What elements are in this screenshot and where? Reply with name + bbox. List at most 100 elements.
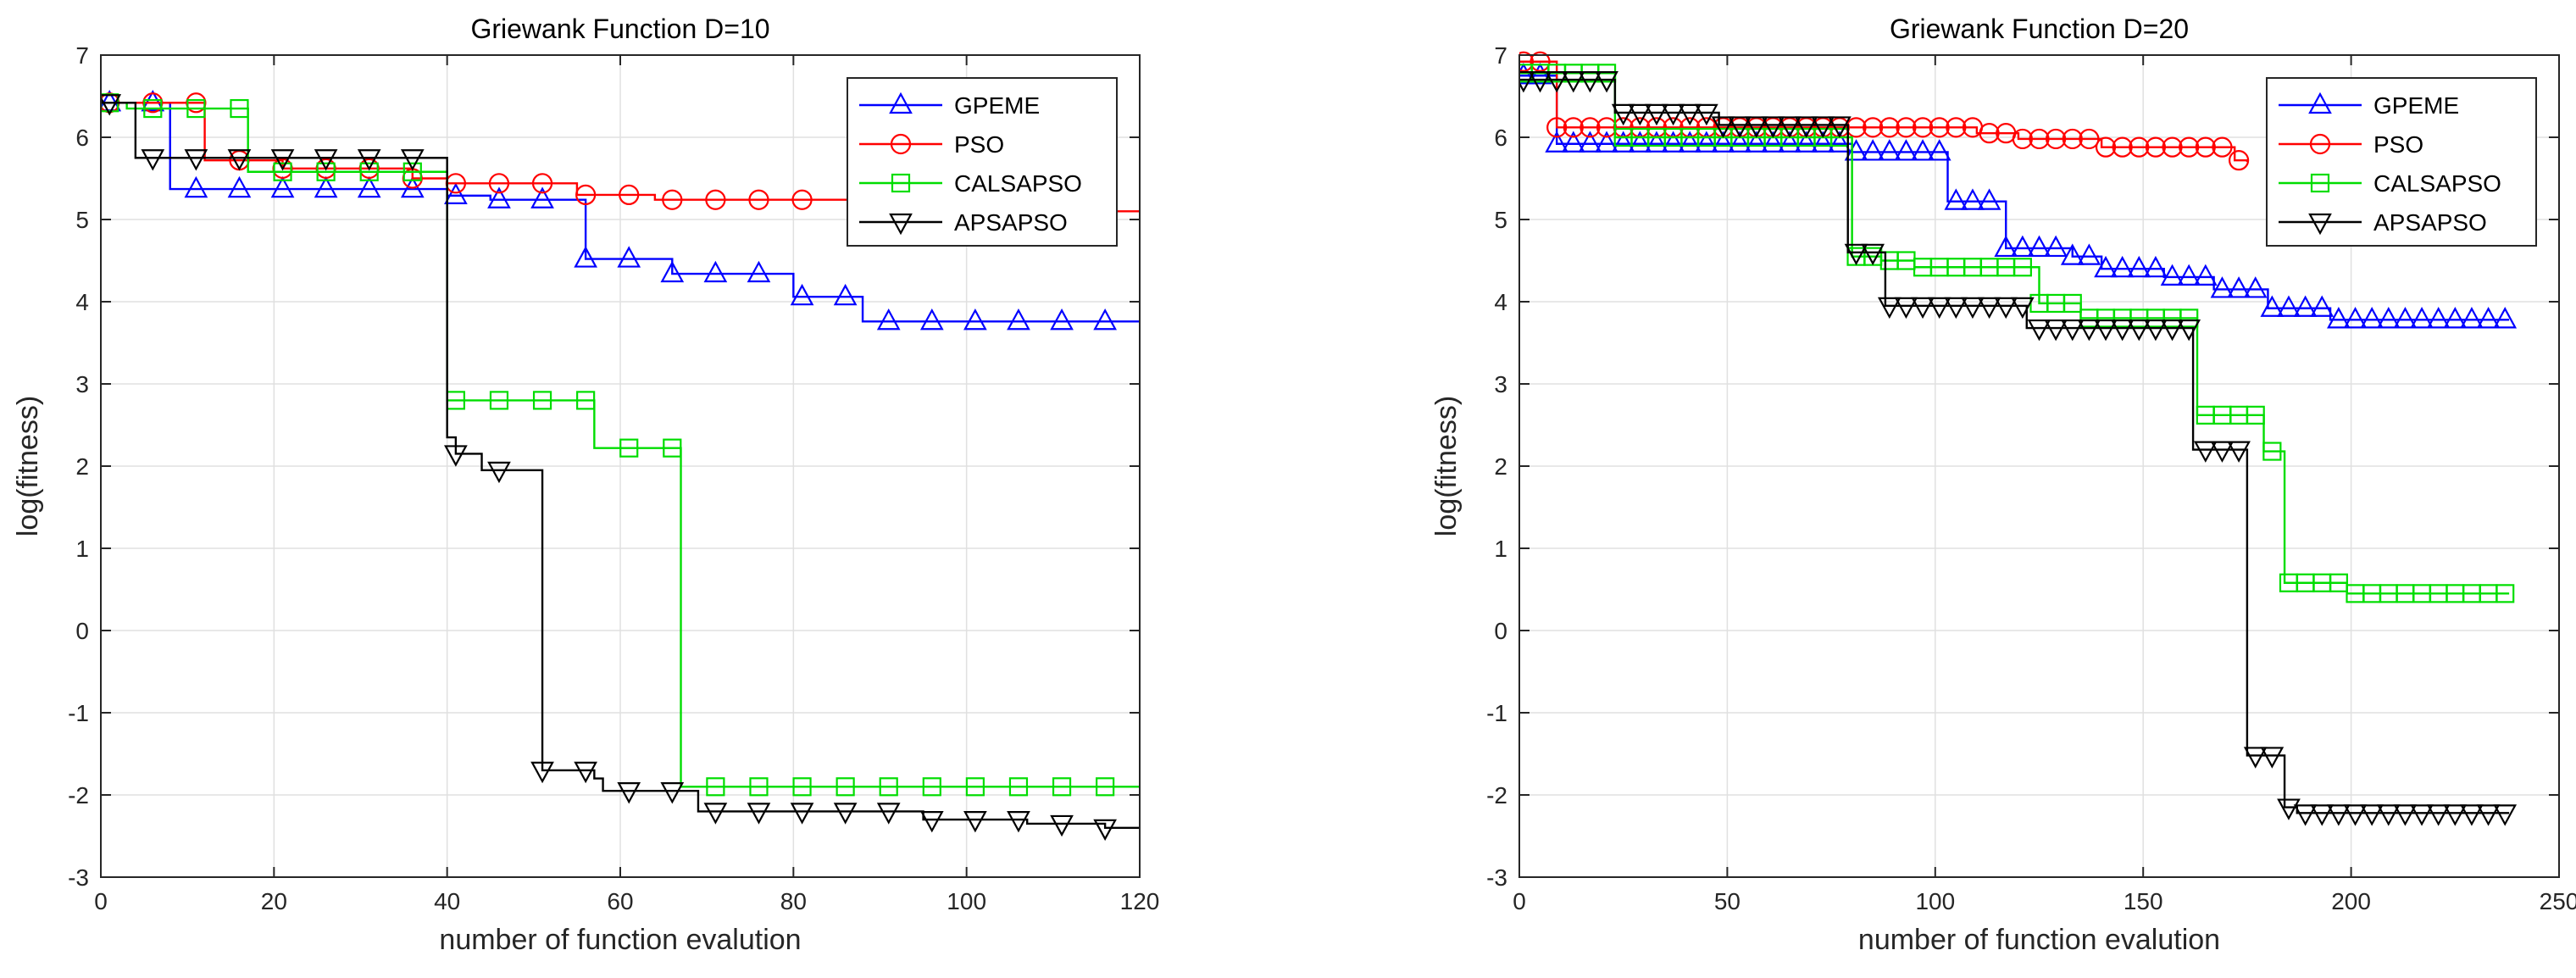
data-point-apsapso bbox=[1828, 116, 1852, 138]
data-point-apsapso bbox=[487, 461, 511, 484]
legend-label: APSAPSO bbox=[954, 209, 1068, 236]
data-point-gpeme bbox=[314, 175, 338, 198]
data-point-pso bbox=[2046, 128, 2067, 150]
data-point-pso bbox=[1563, 117, 1584, 138]
x-tick-label: 100 bbox=[947, 888, 986, 914]
series-line-pso bbox=[1519, 60, 2249, 163]
data-point-apsapso bbox=[2443, 804, 2468, 826]
data-point-gpeme bbox=[2460, 307, 2484, 329]
data-point-calsapso bbox=[2179, 308, 2199, 328]
data-point-calsapso bbox=[792, 777, 812, 797]
data-point-apsapso bbox=[1794, 116, 1818, 138]
data-point-gpeme bbox=[2060, 243, 2085, 265]
data-point-gpeme bbox=[2260, 295, 2285, 317]
y-tick-label: -1 bbox=[1486, 700, 1507, 726]
data-point-calsapso bbox=[922, 777, 941, 797]
y-tick-label: -2 bbox=[68, 782, 89, 809]
data-point-apsapso bbox=[2460, 804, 2484, 826]
data-point-calsapso bbox=[749, 777, 769, 797]
legend-marker bbox=[2308, 92, 2332, 114]
x-tick-label: 150 bbox=[2124, 888, 2163, 914]
data-point-pso bbox=[1879, 117, 1900, 138]
data-point-gpeme bbox=[1828, 131, 1852, 153]
x-tick-label: 20 bbox=[261, 888, 287, 914]
y-tick-label: -1 bbox=[68, 700, 89, 726]
data-point-apsapso bbox=[1519, 70, 1535, 93]
data-point-apsapso bbox=[1093, 819, 1117, 842]
x-tick-label: 50 bbox=[1714, 888, 1740, 914]
y-tick-label: 5 bbox=[1494, 207, 1507, 233]
data-point-gpeme bbox=[1977, 188, 2001, 210]
data-point-pso bbox=[1979, 123, 2000, 144]
data-point-pso bbox=[1519, 51, 1535, 72]
data-point-gpeme bbox=[487, 186, 511, 208]
data-point-gpeme bbox=[919, 308, 944, 331]
data-point-apsapso bbox=[1844, 243, 1868, 266]
y-tick-label: 2 bbox=[75, 453, 89, 480]
data-point-gpeme bbox=[2160, 264, 2185, 286]
legend-item-pso: PSO bbox=[859, 131, 1004, 158]
data-point-gpeme bbox=[2277, 295, 2301, 317]
data-point-gpeme bbox=[1645, 131, 1668, 153]
legend-label: APSAPSO bbox=[2373, 209, 2487, 236]
y-tick-label: 6 bbox=[75, 125, 89, 151]
data-point-pso bbox=[2195, 136, 2216, 158]
data-point-apsapso bbox=[444, 445, 468, 467]
data-point-gpeme bbox=[444, 182, 468, 204]
y-tick-label: 4 bbox=[75, 289, 89, 315]
data-point-gpeme bbox=[2027, 235, 2051, 258]
data-point-apsapso bbox=[270, 149, 295, 171]
data-point-gpeme bbox=[2476, 307, 2501, 329]
x-tick-label: 100 bbox=[1915, 888, 1955, 914]
data-point-calsapso bbox=[576, 391, 596, 410]
data-point-apsapso bbox=[2027, 319, 2051, 342]
data-point-pso bbox=[1546, 117, 1568, 138]
data-point-gpeme bbox=[1911, 139, 1935, 161]
data-point-gpeme bbox=[2243, 276, 2268, 298]
data-point-gpeme bbox=[2210, 276, 2235, 298]
y-tick-label: -2 bbox=[1486, 782, 1507, 809]
data-point-apsapso bbox=[2277, 798, 2301, 820]
data-point-gpeme bbox=[2426, 307, 2451, 329]
data-point-gpeme bbox=[1595, 131, 1618, 153]
data-point-pso bbox=[2212, 136, 2233, 158]
data-point-pso bbox=[1896, 117, 1917, 138]
data-point-gpeme bbox=[1711, 131, 1735, 153]
data-point-apsapso bbox=[876, 803, 901, 825]
series-line-apsapso bbox=[101, 102, 1140, 829]
data-point-apsapso bbox=[400, 149, 425, 171]
data-point-apsapso bbox=[2011, 297, 2035, 320]
legend-marker bbox=[891, 173, 911, 193]
data-point-apsapso bbox=[660, 782, 685, 804]
legend-label: GPEME bbox=[954, 92, 1040, 119]
data-point-apsapso bbox=[1528, 70, 1552, 93]
legend-label: PSO bbox=[954, 131, 1004, 158]
data-point-gpeme bbox=[1545, 131, 1569, 153]
data-point-gpeme bbox=[2127, 255, 2151, 278]
data-point-apsapso bbox=[2410, 804, 2434, 826]
data-point-gpeme bbox=[1961, 188, 1985, 210]
chart-panel-1: 0 20 40 60 80 100 120 -3 -2 -1 0 1 2 3 4 5 6 7 Griewank Fu… bbox=[12, 14, 1159, 956]
x-tick-label: 40 bbox=[434, 888, 460, 914]
data-point-pso bbox=[488, 173, 510, 194]
data-point-gpeme bbox=[1894, 139, 1918, 161]
data-point-gpeme bbox=[2393, 307, 2418, 329]
data-point-apsapso bbox=[2327, 804, 2351, 826]
data-point-calsapso bbox=[273, 162, 292, 181]
data-point-apsapso bbox=[2476, 804, 2501, 826]
y-tick-label: 6 bbox=[1494, 125, 1507, 151]
data-point-pso bbox=[2062, 128, 2083, 150]
data-point-apsapso bbox=[1911, 297, 1935, 320]
data-point-apsapso bbox=[2193, 441, 2218, 463]
x-tick-label: 0 bbox=[94, 888, 108, 914]
data-point-gpeme bbox=[2410, 307, 2434, 329]
y-axis-label: log(fitness) bbox=[1430, 396, 1463, 536]
data-point-gpeme bbox=[790, 283, 814, 306]
legend-item-apsapso: APSAPSO bbox=[2279, 209, 2487, 236]
x-tick-label: 80 bbox=[780, 888, 807, 914]
data-point-pso bbox=[705, 189, 726, 210]
data-point-apsapso bbox=[1695, 103, 1718, 126]
data-point-apsapso bbox=[747, 803, 771, 825]
data-point-gpeme bbox=[1695, 131, 1718, 153]
